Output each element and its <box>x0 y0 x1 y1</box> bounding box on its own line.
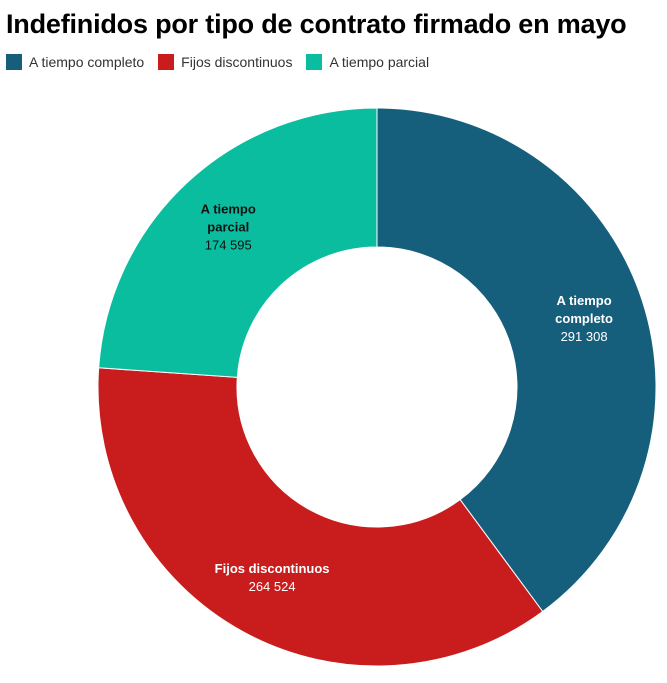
legend-item-fijos-discontinuos[interactable]: Fijos discontinuos <box>158 54 292 70</box>
slice-name-fijos-discontinuos: Fijos discontinuos <box>215 561 330 576</box>
legend-item-tiempo-completo[interactable]: A tiempo completo <box>6 54 144 70</box>
slice-value-a-tiempo-parcial: 174 595 <box>205 238 252 253</box>
legend-item-tiempo-parcial[interactable]: A tiempo parcial <box>306 54 429 70</box>
legend-swatch-tiempo-completo <box>6 54 22 70</box>
slice-label-a-tiempo-completo: A tiempo completo 291 308 <box>555 293 613 344</box>
slice-label-a-tiempo-parcial: A tiempo parcial 174 595 <box>201 202 256 253</box>
slice-name-a-tiempo-parcial: A tiempo <box>201 202 256 217</box>
slice-name-a-tiempo-parcial: parcial <box>207 220 249 235</box>
slice-label-fijos-discontinuos: Fijos discontinuos 264 524 <box>215 561 330 594</box>
chart-title: Indefinidos por tipo de contrato firmado… <box>6 9 627 39</box>
legend-swatch-fijos-discontinuos <box>158 54 175 70</box>
slice-value-a-tiempo-completo: 291 308 <box>561 329 608 344</box>
slice-name-a-tiempo-completo: completo <box>555 311 613 326</box>
slice-value-fijos-discontinuos: 264 524 <box>249 579 296 594</box>
slice-fijos-discontinuos[interactable] <box>97 367 544 667</box>
legend-label-tiempo-parcial: A tiempo parcial <box>329 54 430 70</box>
legend-label-fijos-discontinuos: Fijos discontinuos <box>181 54 293 70</box>
legend-swatch-tiempo-parcial <box>306 54 323 70</box>
slice-a-tiempo-completo[interactable] <box>376 107 657 613</box>
slice-name-a-tiempo-completo: A tiempo <box>557 293 612 308</box>
chart-legend: A tiempo completo Fijos discontinuos A t… <box>6 54 443 70</box>
slice-a-tiempo-parcial[interactable] <box>98 107 378 378</box>
legend-label-tiempo-completo: A tiempo completo <box>29 54 145 70</box>
